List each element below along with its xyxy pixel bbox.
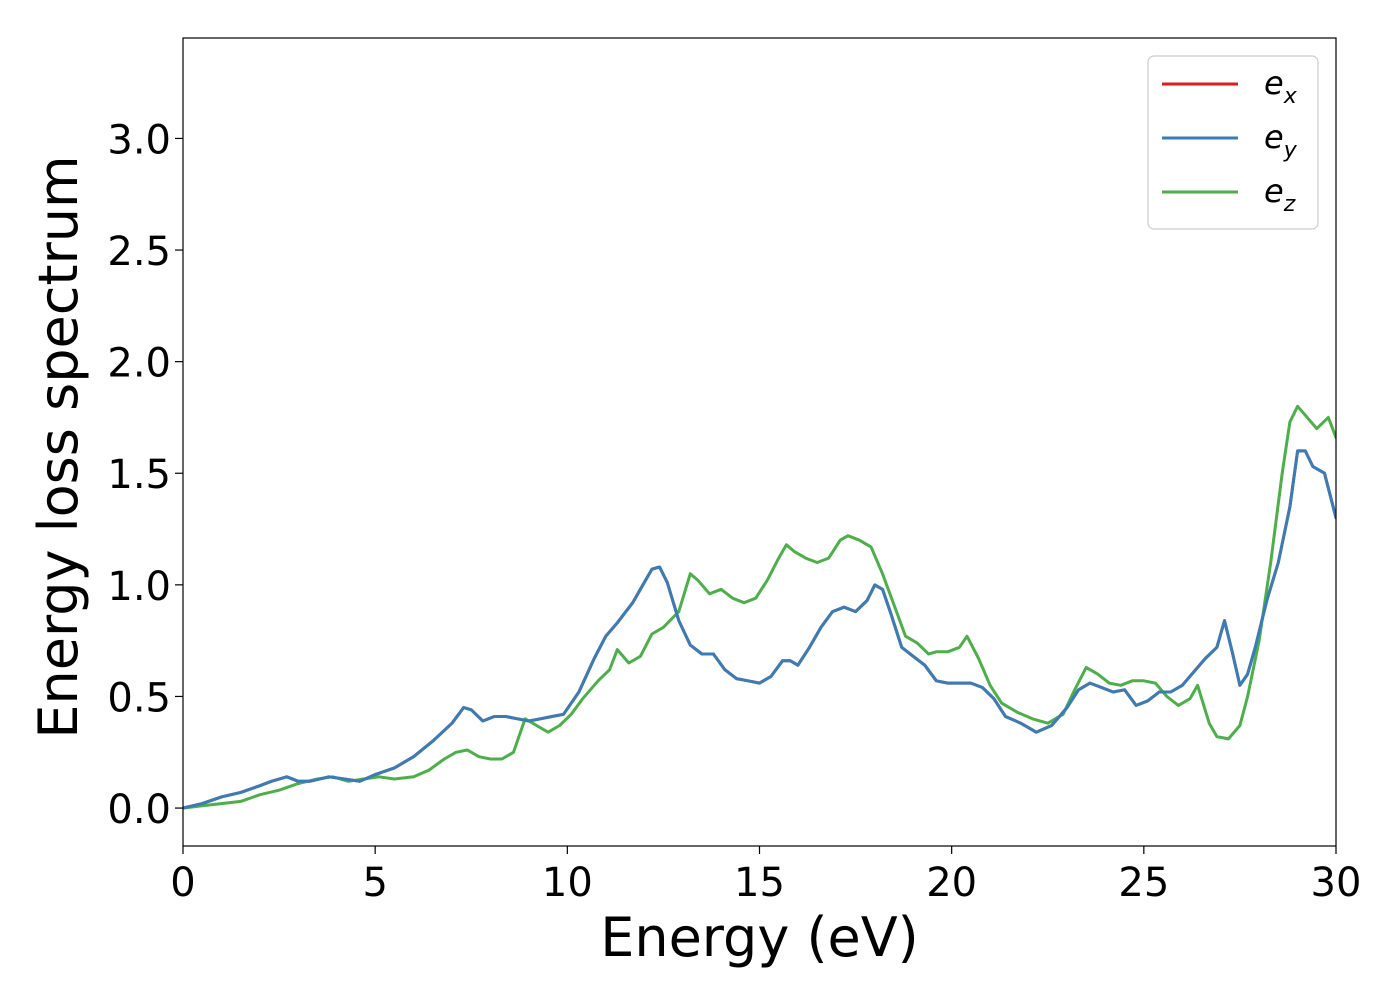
y-tick-label: 2.0: [107, 341, 171, 387]
legend-label-e-y: ey: [1264, 118, 1298, 163]
y-axis-title: Energy loss spectrum: [27, 155, 90, 738]
x-tick-label: 5: [362, 860, 387, 906]
y-tick-label: 1.5: [107, 452, 171, 498]
x-axis-ticks: 0 5 10 15 20 25 30: [170, 846, 1361, 906]
legend: ex ey ez: [1147, 55, 1319, 230]
x-tick-label: 0: [170, 860, 195, 906]
legend-label-e-x: ex: [1264, 64, 1298, 109]
plot-lines: [183, 404, 1336, 810]
series-line-e-x: [183, 449, 1336, 810]
y-tick-label: 3.0: [107, 117, 171, 163]
series-line-e-y: [183, 449, 1336, 810]
x-tick-label: 15: [734, 860, 785, 906]
y-tick-label: 0.0: [107, 787, 171, 833]
legend-box: [1147, 55, 1319, 230]
x-tick-label: 25: [1118, 860, 1169, 906]
y-tick-label: 0.5: [107, 675, 171, 721]
y-axis-ticks: 0.0 0.5 1.0 1.5 2.0 2.5 3.0: [107, 117, 183, 833]
y-tick-label: 2.5: [107, 229, 171, 275]
x-axis-title: Energy (eV): [600, 906, 919, 969]
x-tick-label: 30: [1311, 860, 1362, 906]
y-tick-label: 1.0: [107, 564, 171, 610]
legend-label-e-z: ez: [1264, 172, 1296, 217]
x-tick-label: 20: [926, 860, 977, 906]
x-tick-label: 10: [542, 860, 593, 906]
series-line-e-z: [183, 404, 1336, 810]
